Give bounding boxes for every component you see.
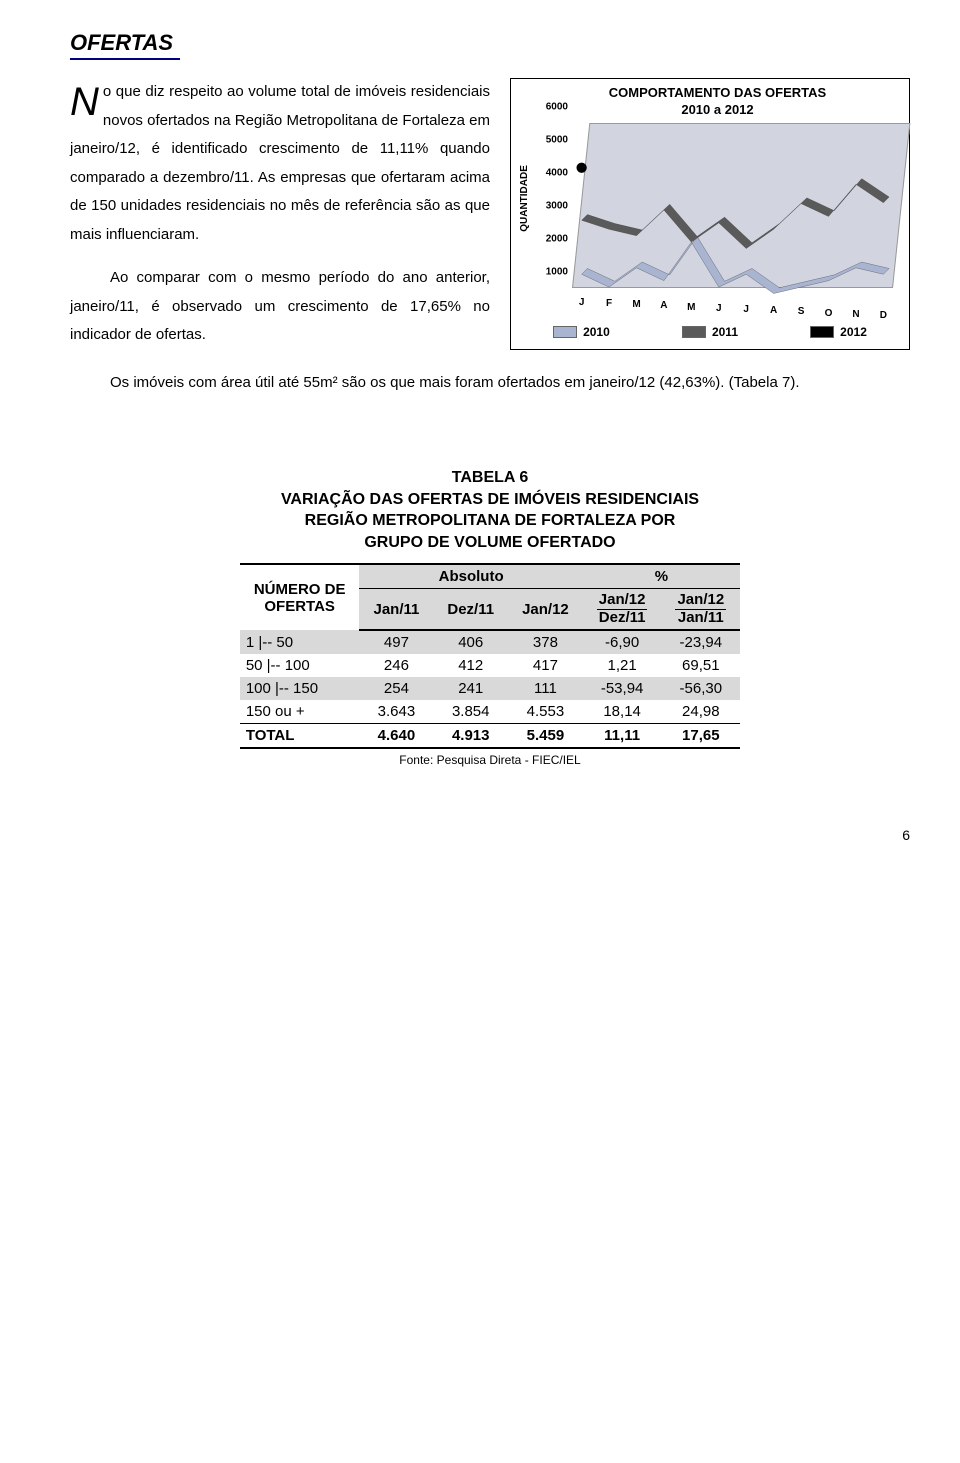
cell: 412: [433, 654, 508, 677]
y-tick: 4000: [546, 167, 568, 178]
frac1-bot: Dez/11: [597, 610, 648, 627]
chart-title-line1: COMPORTAMENTO DAS OFERTAS: [609, 85, 826, 100]
cell: 3.854: [433, 700, 508, 724]
cell: 3.643: [359, 700, 433, 724]
table-total-row: TOTAL4.6404.9135.45911,1117,65: [240, 724, 740, 749]
chart-title: COMPORTAMENTO DAS OFERTAS 2010 a 2012: [532, 85, 903, 119]
cell: 5.459: [508, 724, 583, 749]
col-group-absoluto: Absoluto: [359, 564, 582, 589]
paragraph-2: Ao comparar com o mesmo período do ano a…: [70, 264, 490, 350]
x-tick: N: [852, 309, 859, 320]
x-tick: J: [579, 297, 585, 308]
cell: -53,94: [583, 677, 662, 700]
cell: 4.553: [508, 700, 583, 724]
cell: 406: [433, 630, 508, 654]
x-tick: M: [632, 299, 640, 310]
table-row: 100 |-- 150254241111-53,94-56,30: [240, 677, 740, 700]
table-6-section: TABELA 6 VARIAÇÃO DAS OFERTAS DE IMÓVEIS…: [70, 467, 910, 767]
intro-two-column: No que diz respeito ao volume total de i…: [70, 78, 910, 365]
table-corner-header: NÚMERO DE OFERTAS: [240, 564, 360, 630]
total-label: TOTAL: [240, 724, 360, 749]
y-tick: 5000: [546, 134, 568, 145]
cell: 1,21: [583, 654, 662, 677]
frac1-top: Jan/12: [597, 592, 648, 610]
chart-y-ticks: 100020003000400050006000: [532, 123, 570, 298]
cell: 111: [508, 677, 583, 700]
x-tick: F: [606, 298, 612, 309]
corner-l2: OFERTAS: [264, 598, 335, 615]
table-source: Fonte: Pesquisa Direta - FIEC/IEL: [399, 753, 580, 767]
chart-svg: [572, 133, 893, 454]
chart-title-line2: 2010 a 2012: [681, 102, 753, 117]
table-body: 1 |-- 50497406378-6,90-23,9450 |-- 10024…: [240, 630, 740, 748]
cell: -23,94: [661, 630, 740, 654]
y-tick: 2000: [546, 233, 568, 244]
y-tick: 3000: [546, 200, 568, 211]
row-label: 100 |-- 150: [240, 677, 360, 700]
y-tick: 6000: [546, 101, 568, 112]
col-jan11: Jan/11: [359, 589, 433, 631]
chart-x-ticks: JFMAMJJASOND: [572, 297, 893, 315]
chart-panel: QUANTIDADE COMPORTAMENTO DAS OFERTAS 201…: [510, 78, 910, 350]
corner-l1: NÚMERO DE: [254, 581, 346, 598]
cell: 241: [433, 677, 508, 700]
page-number: 6: [70, 827, 910, 843]
col-ratio-dez11: Jan/12Dez/11: [583, 589, 662, 631]
x-tick: A: [660, 300, 667, 311]
row-label: 1 |-- 50: [240, 630, 360, 654]
col-dez11: Dez/11: [433, 589, 508, 631]
cell: 246: [359, 654, 433, 677]
row-label: 150 ou +: [240, 700, 360, 724]
cell: 4.640: [359, 724, 433, 749]
table-title-l1: TABELA 6: [452, 469, 528, 486]
intro-text-column: No que diz respeito ao volume total de i…: [70, 78, 490, 365]
chart-plot-front: [572, 133, 893, 298]
cell: -6,90: [583, 630, 662, 654]
table-row: 150 ou +3.6433.8544.55318,1424,98: [240, 700, 740, 724]
cell: 254: [359, 677, 433, 700]
paragraph-1-text: o que diz respeito ao volume total de im…: [70, 83, 490, 243]
dropcap: N: [70, 84, 99, 120]
cell: 4.913: [433, 724, 508, 749]
chart-series-2010: [582, 236, 890, 293]
chart-series-2011: [582, 178, 890, 248]
cell: 378: [508, 630, 583, 654]
cell: 24,98: [661, 700, 740, 724]
col-jan12: Jan/12: [508, 589, 583, 631]
x-tick: D: [880, 310, 887, 321]
col-group-percent: %: [583, 564, 740, 589]
cell: 18,14: [583, 700, 662, 724]
table-6: NÚMERO DE OFERTAS Absoluto % Jan/11 Dez/…: [240, 563, 740, 749]
frac2-bot: Jan/11: [675, 610, 726, 627]
cell: -56,30: [661, 677, 740, 700]
cell: 69,51: [661, 654, 740, 677]
frac2-top: Jan/12: [675, 592, 726, 610]
table-title-l4: GRUPO DE VOLUME OFERTADO: [364, 534, 615, 551]
table-title: TABELA 6 VARIAÇÃO DAS OFERTAS DE IMÓVEIS…: [70, 467, 910, 553]
table-title-l2: VARIAÇÃO DAS OFERTAS DE IMÓVEIS RESIDENC…: [281, 491, 699, 508]
section-title: OFERTAS: [70, 30, 180, 60]
x-tick: J: [743, 304, 749, 315]
x-tick: M: [687, 302, 695, 313]
x-tick: A: [770, 305, 777, 316]
cell: 11,11: [583, 724, 662, 749]
col-ratio-jan11: Jan/12Jan/11: [661, 589, 740, 631]
row-label: 50 |-- 100: [240, 654, 360, 677]
paragraph-1: No que diz respeito ao volume total de i…: [70, 78, 490, 249]
cell: 417: [508, 654, 583, 677]
x-tick: O: [825, 308, 833, 319]
chart-y-axis-label: QUANTIDADE: [517, 85, 532, 313]
chart-plot: 100020003000400050006000 JFMAMJJASOND: [532, 123, 903, 313]
y-tick: 1000: [546, 266, 568, 277]
table-title-l3: REGIÃO METROPOLITANA DE FORTALEZA POR: [305, 512, 676, 529]
table-row: 50 |-- 1002464124171,2169,51: [240, 654, 740, 677]
cell: 497: [359, 630, 433, 654]
x-tick: S: [798, 306, 805, 317]
x-tick: J: [716, 303, 722, 314]
table-row: 1 |-- 50497406378-6,90-23,94: [240, 630, 740, 654]
cell: 17,65: [661, 724, 740, 749]
chart-point-2012: [576, 162, 586, 172]
